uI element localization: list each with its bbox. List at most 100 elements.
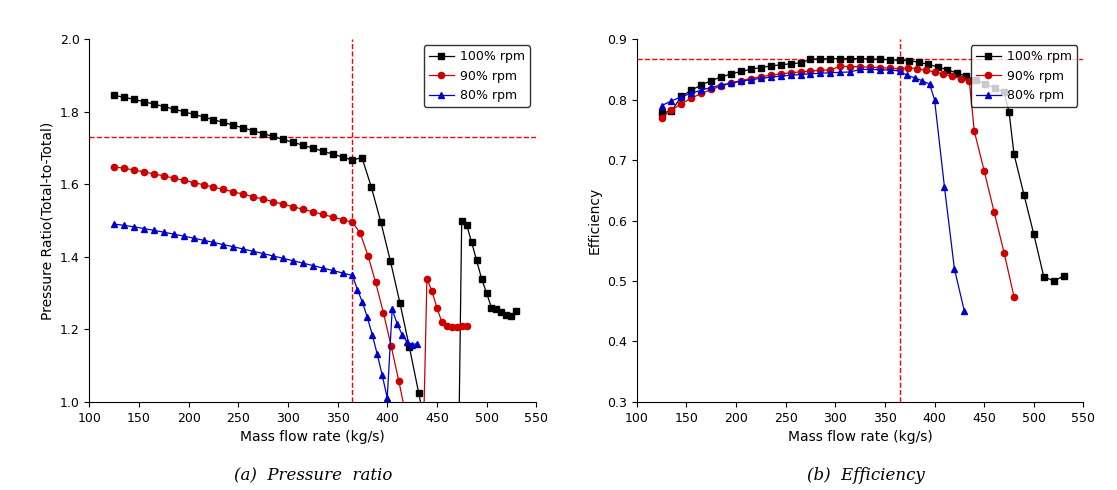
90% rpm [376,310,390,316]
80% rpm [774,73,787,79]
Line: 100% rpm: 100% rpm [111,92,519,490]
80% rpm [724,80,737,86]
100% rpm [764,63,777,69]
90% rpm [257,196,270,202]
80% rpm [361,315,374,320]
90% rpm [884,65,897,71]
80% rpm [257,251,270,257]
80% rpm [900,73,914,78]
80% rpm [405,342,419,347]
100% rpm [784,61,798,67]
90% rpm [963,78,976,84]
100% rpm [884,57,897,63]
100% rpm [913,59,926,65]
90% rpm [168,175,181,181]
80% rpm [695,87,708,93]
100% rpm [949,70,963,76]
Line: 80% rpm: 80% rpm [658,66,967,314]
80% rpm [916,78,929,84]
80% rpm [316,265,330,271]
90% rpm [408,455,421,461]
100% rpm [117,94,131,100]
90% rpm [445,324,458,330]
100% rpm [383,258,397,264]
100% rpm [227,122,240,128]
80% rpm [665,98,678,104]
100% rpm [1018,192,1031,197]
80% rpm [326,268,340,273]
90% rpm [853,64,867,70]
80% rpm [764,74,777,80]
90% rpm [813,68,827,74]
80% rpm [938,184,952,190]
80% rpm [176,233,190,239]
100% rpm [475,275,488,281]
80% rpm [400,339,413,345]
90% rpm [894,66,907,72]
90% rpm [286,204,299,210]
80% rpm [286,258,299,264]
80% rpm [351,287,364,293]
100% rpm [147,101,161,107]
90% rpm [326,214,340,220]
80% rpm [375,372,389,378]
90% rpm [695,91,708,97]
90% rpm [197,182,210,188]
90% rpm [157,173,171,179]
Legend: 100% rpm, 90% rpm, 80% rpm: 100% rpm, 90% rpm, 80% rpm [423,46,529,107]
80% rpm [853,67,867,73]
100% rpm [127,97,141,102]
100% rpm [365,184,379,190]
90% rpm [460,323,474,329]
90% rpm [685,95,698,101]
Line: 90% rpm: 90% rpm [111,164,470,490]
90% rpm [420,275,433,281]
80% rpm [276,255,289,261]
90% rpm [207,184,220,190]
100% rpm [968,77,982,83]
80% rpm [833,70,847,75]
100% rpm [744,66,757,72]
100% rpm [1037,274,1050,280]
90% rpm [675,101,688,107]
100% rpm [393,300,407,306]
80% rpm [794,72,808,77]
80% rpm [306,263,319,269]
X-axis label: Mass flow rate (kg/s): Mass flow rate (kg/s) [240,430,385,444]
90% rpm [734,78,747,84]
100% rpm [1008,151,1021,157]
X-axis label: Mass flow rate (kg/s): Mass flow rate (kg/s) [787,430,933,444]
100% rpm [137,99,151,105]
100% rpm [326,151,340,157]
Legend: 100% rpm, 90% rpm, 80% rpm: 100% rpm, 90% rpm, 80% rpm [971,46,1077,107]
90% rpm [794,69,808,75]
100% rpm [922,61,935,67]
100% rpm [316,148,330,154]
90% rpm [1008,294,1021,299]
80% rpm [365,332,379,338]
80% rpm [873,67,887,73]
90% rpm [353,230,366,236]
80% rpm [395,332,409,338]
90% rpm [147,171,161,177]
100% rpm [480,290,494,296]
100% rpm [509,308,523,314]
80% rpm [804,71,818,77]
90% rpm [901,65,915,71]
100% rpm [355,154,369,160]
100% rpm [724,71,737,77]
90% rpm [306,209,319,215]
80% rpm [371,351,384,357]
80% rpm [715,82,728,88]
100% rpm [1028,231,1041,237]
90% rpm [954,75,967,81]
100% rpm [833,55,847,61]
Y-axis label: Efficiency: Efficiency [588,187,601,254]
90% rpm [450,324,464,330]
100% rpm [978,81,992,87]
80% rpm [823,70,837,76]
90% rpm [266,198,279,204]
80% rpm [947,266,961,272]
80% rpm [863,67,877,73]
100% rpm [813,56,827,62]
